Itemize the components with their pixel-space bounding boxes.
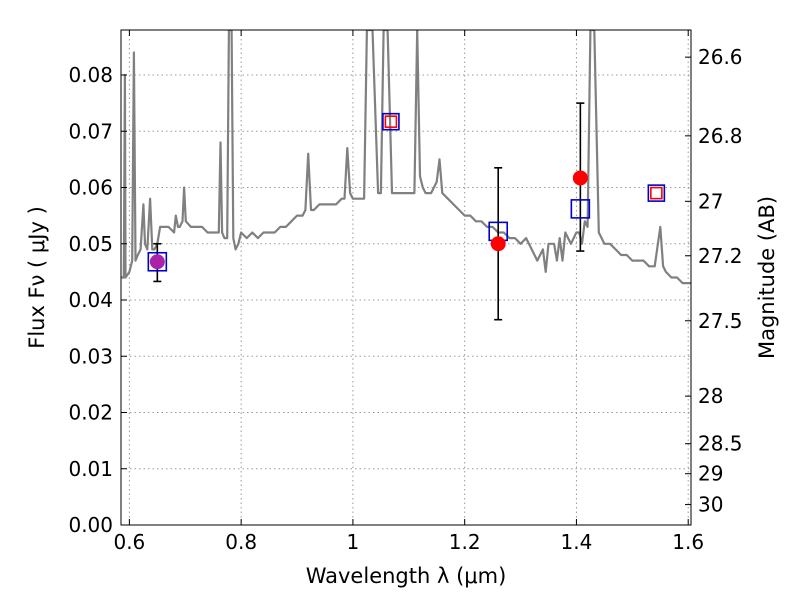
mag-tick-label: 29 xyxy=(698,462,723,486)
mag-tick-label: 26.6 xyxy=(698,45,743,69)
x-tick-label: 1 xyxy=(347,530,360,554)
x-tick-label: 1.6 xyxy=(672,530,704,554)
y-tick-label: 0.08 xyxy=(68,63,113,87)
x-tick-label: 1.2 xyxy=(449,530,481,554)
axes-frame xyxy=(120,29,692,526)
x-tick-label: 0.6 xyxy=(113,530,145,554)
mag-tick-label: 28 xyxy=(698,384,723,408)
mag-tick-label: 27 xyxy=(698,189,723,213)
filled-circle-marker xyxy=(490,236,506,252)
y2-axis-label: Magnitude (AB) xyxy=(755,196,779,359)
filled-circle-marker xyxy=(149,254,165,270)
y-tick-label: 0.04 xyxy=(68,288,113,312)
open-square-marker xyxy=(382,112,400,131)
filled-circle-marker xyxy=(572,170,588,186)
y-tick-label: 0.06 xyxy=(68,176,113,200)
x-tick-label: 1.4 xyxy=(561,530,593,554)
y-tick-label: 0.07 xyxy=(68,119,113,143)
ticks: 0.6 0.8 1 1.2 1.4 1.6 0.00 0.01 0.02 0.03 0.04 0.05… xyxy=(68,30,743,554)
y-tick-label: 0.00 xyxy=(68,513,113,537)
open-square-marker xyxy=(570,199,591,219)
y-tick-label: 0.03 xyxy=(68,344,113,368)
y-axis-label: Flux Fν ( μJy ) xyxy=(25,206,49,349)
y-tick-label: 0.05 xyxy=(68,232,113,256)
x-axis-label: Wavelength λ (μm) xyxy=(306,564,507,588)
open-square-marker xyxy=(647,184,666,202)
mag-tick-label: 27.5 xyxy=(698,309,743,333)
x-tick-label: 0.8 xyxy=(225,530,257,554)
y-tick-label: 0.02 xyxy=(68,401,113,425)
mag-tick-label: 27.2 xyxy=(698,244,743,268)
grid xyxy=(121,30,691,526)
open-square-marker xyxy=(650,186,663,200)
plot-area xyxy=(121,30,691,321)
spectrum-line xyxy=(121,30,691,285)
y-tick-label: 0.01 xyxy=(68,457,113,481)
mag-tick-label: 30 xyxy=(698,493,723,517)
mag-tick-label: 26.8 xyxy=(698,124,743,148)
open-square-marker xyxy=(384,115,398,128)
mag-tick-label: 28.5 xyxy=(698,432,743,456)
open-square-marker xyxy=(147,251,168,272)
